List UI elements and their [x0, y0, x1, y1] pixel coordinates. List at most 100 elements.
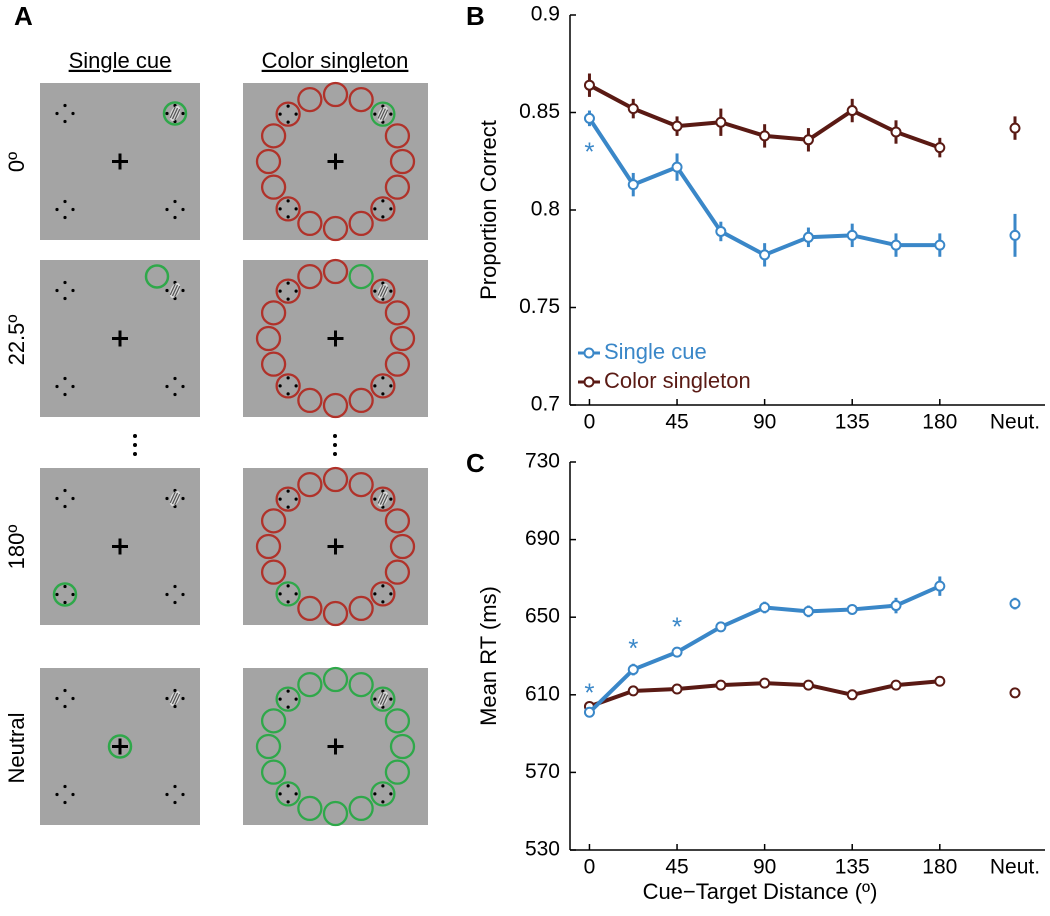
placeholder-dot: [278, 112, 282, 116]
grating-stripe: [377, 107, 384, 119]
placeholder-dot: [173, 119, 177, 124]
marker: [627, 685, 639, 697]
marker: [802, 134, 814, 146]
marker: [846, 603, 858, 615]
annotation: *: [584, 136, 594, 166]
ring-circle: [370, 686, 396, 712]
x-tick-label: 0: [584, 856, 596, 879]
ring-circle: [297, 471, 323, 498]
placeholder-dot: [173, 376, 177, 381]
placeholder-dot: [173, 704, 177, 709]
ring-circle: [370, 101, 396, 127]
legend-marker: [583, 376, 595, 388]
marker: [627, 664, 639, 676]
placeholder-dot: [63, 600, 67, 605]
annotation: *: [672, 612, 682, 642]
ring-circle: [297, 795, 323, 822]
placeholder-dot: [373, 592, 377, 596]
marker: [583, 112, 595, 124]
placeholder-dot: [389, 497, 393, 501]
target-grating: [377, 491, 389, 507]
placeholder-dot: [181, 696, 185, 701]
ring-circle: [255, 325, 282, 352]
cue-circle: [52, 582, 78, 607]
placeholder-dot: [71, 288, 75, 293]
marker: [671, 683, 683, 695]
placeholder-dot: [173, 600, 177, 605]
row-label: Neutral: [4, 713, 29, 784]
placeholder-dot: [294, 112, 298, 116]
placeholder-dot: [294, 289, 298, 293]
ring-circle: [297, 671, 323, 698]
placeholder-dot: [63, 688, 67, 693]
placeholder-dot: [55, 384, 59, 389]
ring-circle: [384, 174, 411, 200]
placeholder-dot: [294, 497, 298, 501]
placeholder-dot: [373, 112, 377, 116]
marker: [759, 130, 771, 142]
ring-circle: [275, 373, 301, 399]
placeholder-dot: [173, 103, 177, 108]
legend-label: Single cue: [604, 339, 707, 364]
placeholder-dot: [63, 488, 67, 493]
placeholder-dot: [173, 488, 177, 493]
ring-circle: [275, 196, 301, 222]
marker: [759, 602, 771, 613]
placeholder-dot: [55, 792, 59, 797]
placeholder-dot: [286, 689, 290, 693]
ring-circle: [348, 387, 374, 414]
grating-stripe: [382, 286, 389, 298]
x-tick-label: 45: [665, 856, 688, 879]
ring-circle: [370, 486, 396, 512]
x-tick-label: 90: [753, 856, 776, 879]
x-axis-label: Cue−Target Distance (º): [643, 879, 878, 904]
marker: [1009, 229, 1021, 241]
grating-stripe: [171, 107, 179, 120]
placeholder-dot: [63, 784, 67, 789]
marker: [583, 706, 595, 718]
ring-circle: [322, 800, 349, 827]
placeholder-dot: [294, 207, 298, 211]
row-label: 180º: [4, 525, 29, 570]
x-tick-label: 135: [835, 856, 870, 879]
ring-circle: [348, 671, 374, 698]
grating-stripe: [377, 492, 384, 504]
column-header: Color singleton: [262, 48, 409, 73]
marker: [934, 675, 946, 687]
ring-circle: [370, 196, 396, 222]
marker: [1009, 598, 1021, 610]
panel-label: B: [466, 1, 485, 31]
placeholder-dot: [63, 704, 67, 709]
ring-circle: [297, 387, 323, 414]
placeholder-dot: [165, 207, 169, 212]
placeholder-dot: [286, 281, 290, 285]
x-tick-label: 180: [922, 411, 957, 434]
ring-circle: [297, 210, 323, 237]
ring-circle: [348, 86, 374, 113]
placeholder-dot: [389, 289, 393, 293]
placeholder-dot: [286, 297, 290, 301]
placeholder-dot: [55, 207, 59, 212]
placeholder-dot: [381, 600, 385, 604]
ring-circle: [322, 392, 349, 419]
placeholder-dot: [181, 592, 185, 597]
grating-stripe: [377, 284, 384, 296]
marker: [1009, 687, 1021, 699]
ring-circle: [384, 708, 411, 734]
marker: [1009, 122, 1021, 134]
ring-circle: [275, 486, 301, 512]
marker: [715, 679, 727, 691]
ring-circle: [348, 263, 374, 290]
ring-circle: [322, 600, 349, 627]
cue-circle: [107, 734, 133, 759]
marker: [846, 689, 858, 701]
cue-circle: [162, 101, 188, 126]
placeholder-dot: [381, 199, 385, 203]
marker: [583, 79, 595, 91]
placeholder-dot: [63, 584, 67, 589]
placeholder-dot: [55, 592, 59, 597]
ring-circle: [384, 559, 411, 585]
ring-circle: [255, 148, 282, 175]
ring-circle: [384, 508, 411, 534]
ring-circle: [322, 258, 349, 285]
